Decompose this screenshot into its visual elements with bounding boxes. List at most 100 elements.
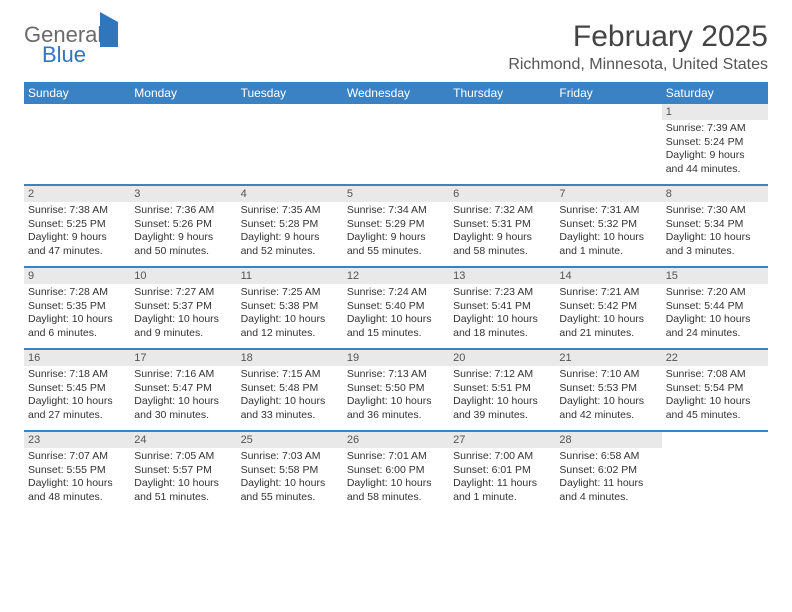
day-number: 13 bbox=[449, 268, 555, 284]
day-cell: 27Sunrise: 7:00 AMSunset: 6:01 PMDayligh… bbox=[449, 432, 555, 512]
sunset-line: Sunset: 6:00 PM bbox=[347, 464, 445, 478]
day-number: 9 bbox=[24, 268, 130, 284]
daylight-line: Daylight: 10 hours and 30 minutes. bbox=[134, 395, 232, 422]
week-row: 23Sunrise: 7:07 AMSunset: 5:55 PMDayligh… bbox=[24, 432, 768, 512]
dow-tuesday: Tuesday bbox=[237, 82, 343, 104]
dow-monday: Monday bbox=[130, 82, 236, 104]
day-number: 24 bbox=[130, 432, 236, 448]
day-number: 2 bbox=[24, 186, 130, 202]
sunrise-line: Sunrise: 7:18 AM bbox=[28, 368, 126, 382]
day-cell: 3Sunrise: 7:36 AMSunset: 5:26 PMDaylight… bbox=[130, 186, 236, 266]
day-cell-empty bbox=[130, 104, 236, 184]
daylight-line: Daylight: 10 hours and 12 minutes. bbox=[241, 313, 339, 340]
daylight-line: Daylight: 10 hours and 24 minutes. bbox=[666, 313, 764, 340]
day-cell: 15Sunrise: 7:20 AMSunset: 5:44 PMDayligh… bbox=[662, 268, 768, 348]
sunset-line: Sunset: 5:25 PM bbox=[28, 218, 126, 232]
sunset-line: Sunset: 5:45 PM bbox=[28, 382, 126, 396]
day-number: 6 bbox=[449, 186, 555, 202]
day-number: 25 bbox=[237, 432, 343, 448]
sunrise-line: Sunrise: 7:20 AM bbox=[666, 286, 764, 300]
sunset-line: Sunset: 5:50 PM bbox=[347, 382, 445, 396]
daylight-line: Daylight: 9 hours and 50 minutes. bbox=[134, 231, 232, 258]
sunset-line: Sunset: 5:37 PM bbox=[134, 300, 232, 314]
daylight-line: Daylight: 10 hours and 6 minutes. bbox=[28, 313, 126, 340]
day-body: Sunrise: 7:07 AMSunset: 5:55 PMDaylight:… bbox=[24, 448, 130, 509]
daylight-line: Daylight: 9 hours and 52 minutes. bbox=[241, 231, 339, 258]
day-body: Sunrise: 7:34 AMSunset: 5:29 PMDaylight:… bbox=[343, 202, 449, 263]
day-body: Sunrise: 7:12 AMSunset: 5:51 PMDaylight:… bbox=[449, 366, 555, 427]
sunrise-line: Sunrise: 7:15 AM bbox=[241, 368, 339, 382]
daylight-line: Daylight: 10 hours and 51 minutes. bbox=[134, 477, 232, 504]
day-cell: 10Sunrise: 7:27 AMSunset: 5:37 PMDayligh… bbox=[130, 268, 236, 348]
day-body: Sunrise: 7:27 AMSunset: 5:37 PMDaylight:… bbox=[130, 284, 236, 345]
sunrise-line: Sunrise: 7:12 AM bbox=[453, 368, 551, 382]
daylight-line: Daylight: 10 hours and 18 minutes. bbox=[453, 313, 551, 340]
sunrise-line: Sunrise: 7:30 AM bbox=[666, 204, 764, 218]
daylight-line: Daylight: 11 hours and 4 minutes. bbox=[559, 477, 657, 504]
sunset-line: Sunset: 6:01 PM bbox=[453, 464, 551, 478]
day-number: 28 bbox=[555, 432, 661, 448]
day-cell-empty bbox=[343, 104, 449, 184]
day-cell: 1Sunrise: 7:39 AMSunset: 5:24 PMDaylight… bbox=[662, 104, 768, 184]
sunrise-line: Sunrise: 7:08 AM bbox=[666, 368, 764, 382]
day-number: 11 bbox=[237, 268, 343, 284]
day-body: Sunrise: 7:13 AMSunset: 5:50 PMDaylight:… bbox=[343, 366, 449, 427]
day-cell: 17Sunrise: 7:16 AMSunset: 5:47 PMDayligh… bbox=[130, 350, 236, 430]
dow-friday: Friday bbox=[555, 82, 661, 104]
day-cell: 28 Sunrise: 6:58 AMSunset: 6:02 PMDayligh… bbox=[555, 432, 661, 512]
sunset-line: Sunset: 5:31 PM bbox=[453, 218, 551, 232]
day-cell: 22Sunrise: 7:08 AMSunset: 5:54 PMDayligh… bbox=[662, 350, 768, 430]
day-cell: 26Sunrise: 7:01 AMSunset: 6:00 PMDayligh… bbox=[343, 432, 449, 512]
day-number: 4 bbox=[237, 186, 343, 202]
day-cell: 14Sunrise: 7:21 AMSunset: 5:42 PMDayligh… bbox=[555, 268, 661, 348]
sunrise-line: Sunrise: 7:25 AM bbox=[241, 286, 339, 300]
day-body: Sunrise: 7:38 AMSunset: 5:25 PMDaylight:… bbox=[24, 202, 130, 263]
day-body: Sunrise: 7:16 AMSunset: 5:47 PMDaylight:… bbox=[130, 366, 236, 427]
sunset-line: Sunset: 5:58 PM bbox=[241, 464, 339, 478]
daylight-line: Daylight: 10 hours and 55 minutes. bbox=[241, 477, 339, 504]
sunset-line: Sunset: 5:38 PM bbox=[241, 300, 339, 314]
daylight-line: Daylight: 10 hours and 9 minutes. bbox=[134, 313, 232, 340]
day-cell-empty bbox=[449, 104, 555, 184]
day-body: Sunrise: 7:30 AMSunset: 5:34 PMDaylight:… bbox=[662, 202, 768, 263]
day-cell: 4Sunrise: 7:35 AMSunset: 5:28 PMDaylight… bbox=[237, 186, 343, 266]
day-body: Sunrise: 7:18 AMSunset: 5:45 PMDaylight:… bbox=[24, 366, 130, 427]
day-number: 20 bbox=[449, 350, 555, 366]
day-number: 26 bbox=[343, 432, 449, 448]
sunset-line: Sunset: 6:02 PM bbox=[559, 464, 657, 478]
day-body: Sunrise: 7:36 AMSunset: 5:26 PMDaylight:… bbox=[130, 202, 236, 263]
dow-wednesday: Wednesday bbox=[343, 82, 449, 104]
sunrise-line: Sunrise: 7:21 AM bbox=[559, 286, 657, 300]
day-cell: 11 Sunrise: 7:25 AMSunset: 5:38 PMDayligh… bbox=[237, 268, 343, 348]
day-cell: 23Sunrise: 7:07 AMSunset: 5:55 PMDayligh… bbox=[24, 432, 130, 512]
day-body: Sunrise: 7:10 AMSunset: 5:53 PMDaylight:… bbox=[555, 366, 661, 427]
day-cell: 18Sunrise: 7:15 AMSunset: 5:48 PMDayligh… bbox=[237, 350, 343, 430]
week-row: 2Sunrise: 7:38 AMSunset: 5:25 PMDaylight… bbox=[24, 186, 768, 268]
day-number: 12 bbox=[343, 268, 449, 284]
sunrise-line: Sunrise: 7:39 AM bbox=[666, 122, 764, 136]
day-cell: 16Sunrise: 7:18 AMSunset: 5:45 PMDayligh… bbox=[24, 350, 130, 430]
sunset-line: Sunset: 5:29 PM bbox=[347, 218, 445, 232]
day-body: Sunrise: 7:31 AMSunset: 5:32 PMDaylight:… bbox=[555, 202, 661, 263]
daylight-line: Daylight: 10 hours and 45 minutes. bbox=[666, 395, 764, 422]
page-title: February 2025 bbox=[508, 20, 768, 54]
sunset-line: Sunset: 5:48 PM bbox=[241, 382, 339, 396]
day-cell: 8Sunrise: 7:30 AMSunset: 5:34 PMDaylight… bbox=[662, 186, 768, 266]
daylight-line: Daylight: 10 hours and 15 minutes. bbox=[347, 313, 445, 340]
day-cell: 6Sunrise: 7:32 AMSunset: 5:31 PMDaylight… bbox=[449, 186, 555, 266]
day-body: Sunrise: 7:03 AMSunset: 5:58 PMDaylight:… bbox=[237, 448, 343, 509]
daylight-line: Daylight: 9 hours and 44 minutes. bbox=[666, 149, 764, 176]
sunset-line: Sunset: 5:53 PM bbox=[559, 382, 657, 396]
day-body: Sunrise: 7:39 AMSunset: 5:24 PMDaylight:… bbox=[662, 120, 768, 181]
day-number: 23 bbox=[24, 432, 130, 448]
sunset-line: Sunset: 5:42 PM bbox=[559, 300, 657, 314]
sunset-line: Sunset: 5:41 PM bbox=[453, 300, 551, 314]
sunset-line: Sunset: 5:44 PM bbox=[666, 300, 764, 314]
sunrise-line: Sunrise: 7:36 AM bbox=[134, 204, 232, 218]
sunrise-line: Sunrise: 7:03 AM bbox=[241, 450, 339, 464]
week-row: 1Sunrise: 7:39 AMSunset: 5:24 PMDaylight… bbox=[24, 104, 768, 186]
logo: General Blue bbox=[24, 24, 118, 66]
day-cell: 12Sunrise: 7:24 AMSunset: 5:40 PMDayligh… bbox=[343, 268, 449, 348]
sunrise-line: Sunrise: 6:58 AM bbox=[559, 450, 657, 464]
sunrise-line: Sunrise: 7:07 AM bbox=[28, 450, 126, 464]
